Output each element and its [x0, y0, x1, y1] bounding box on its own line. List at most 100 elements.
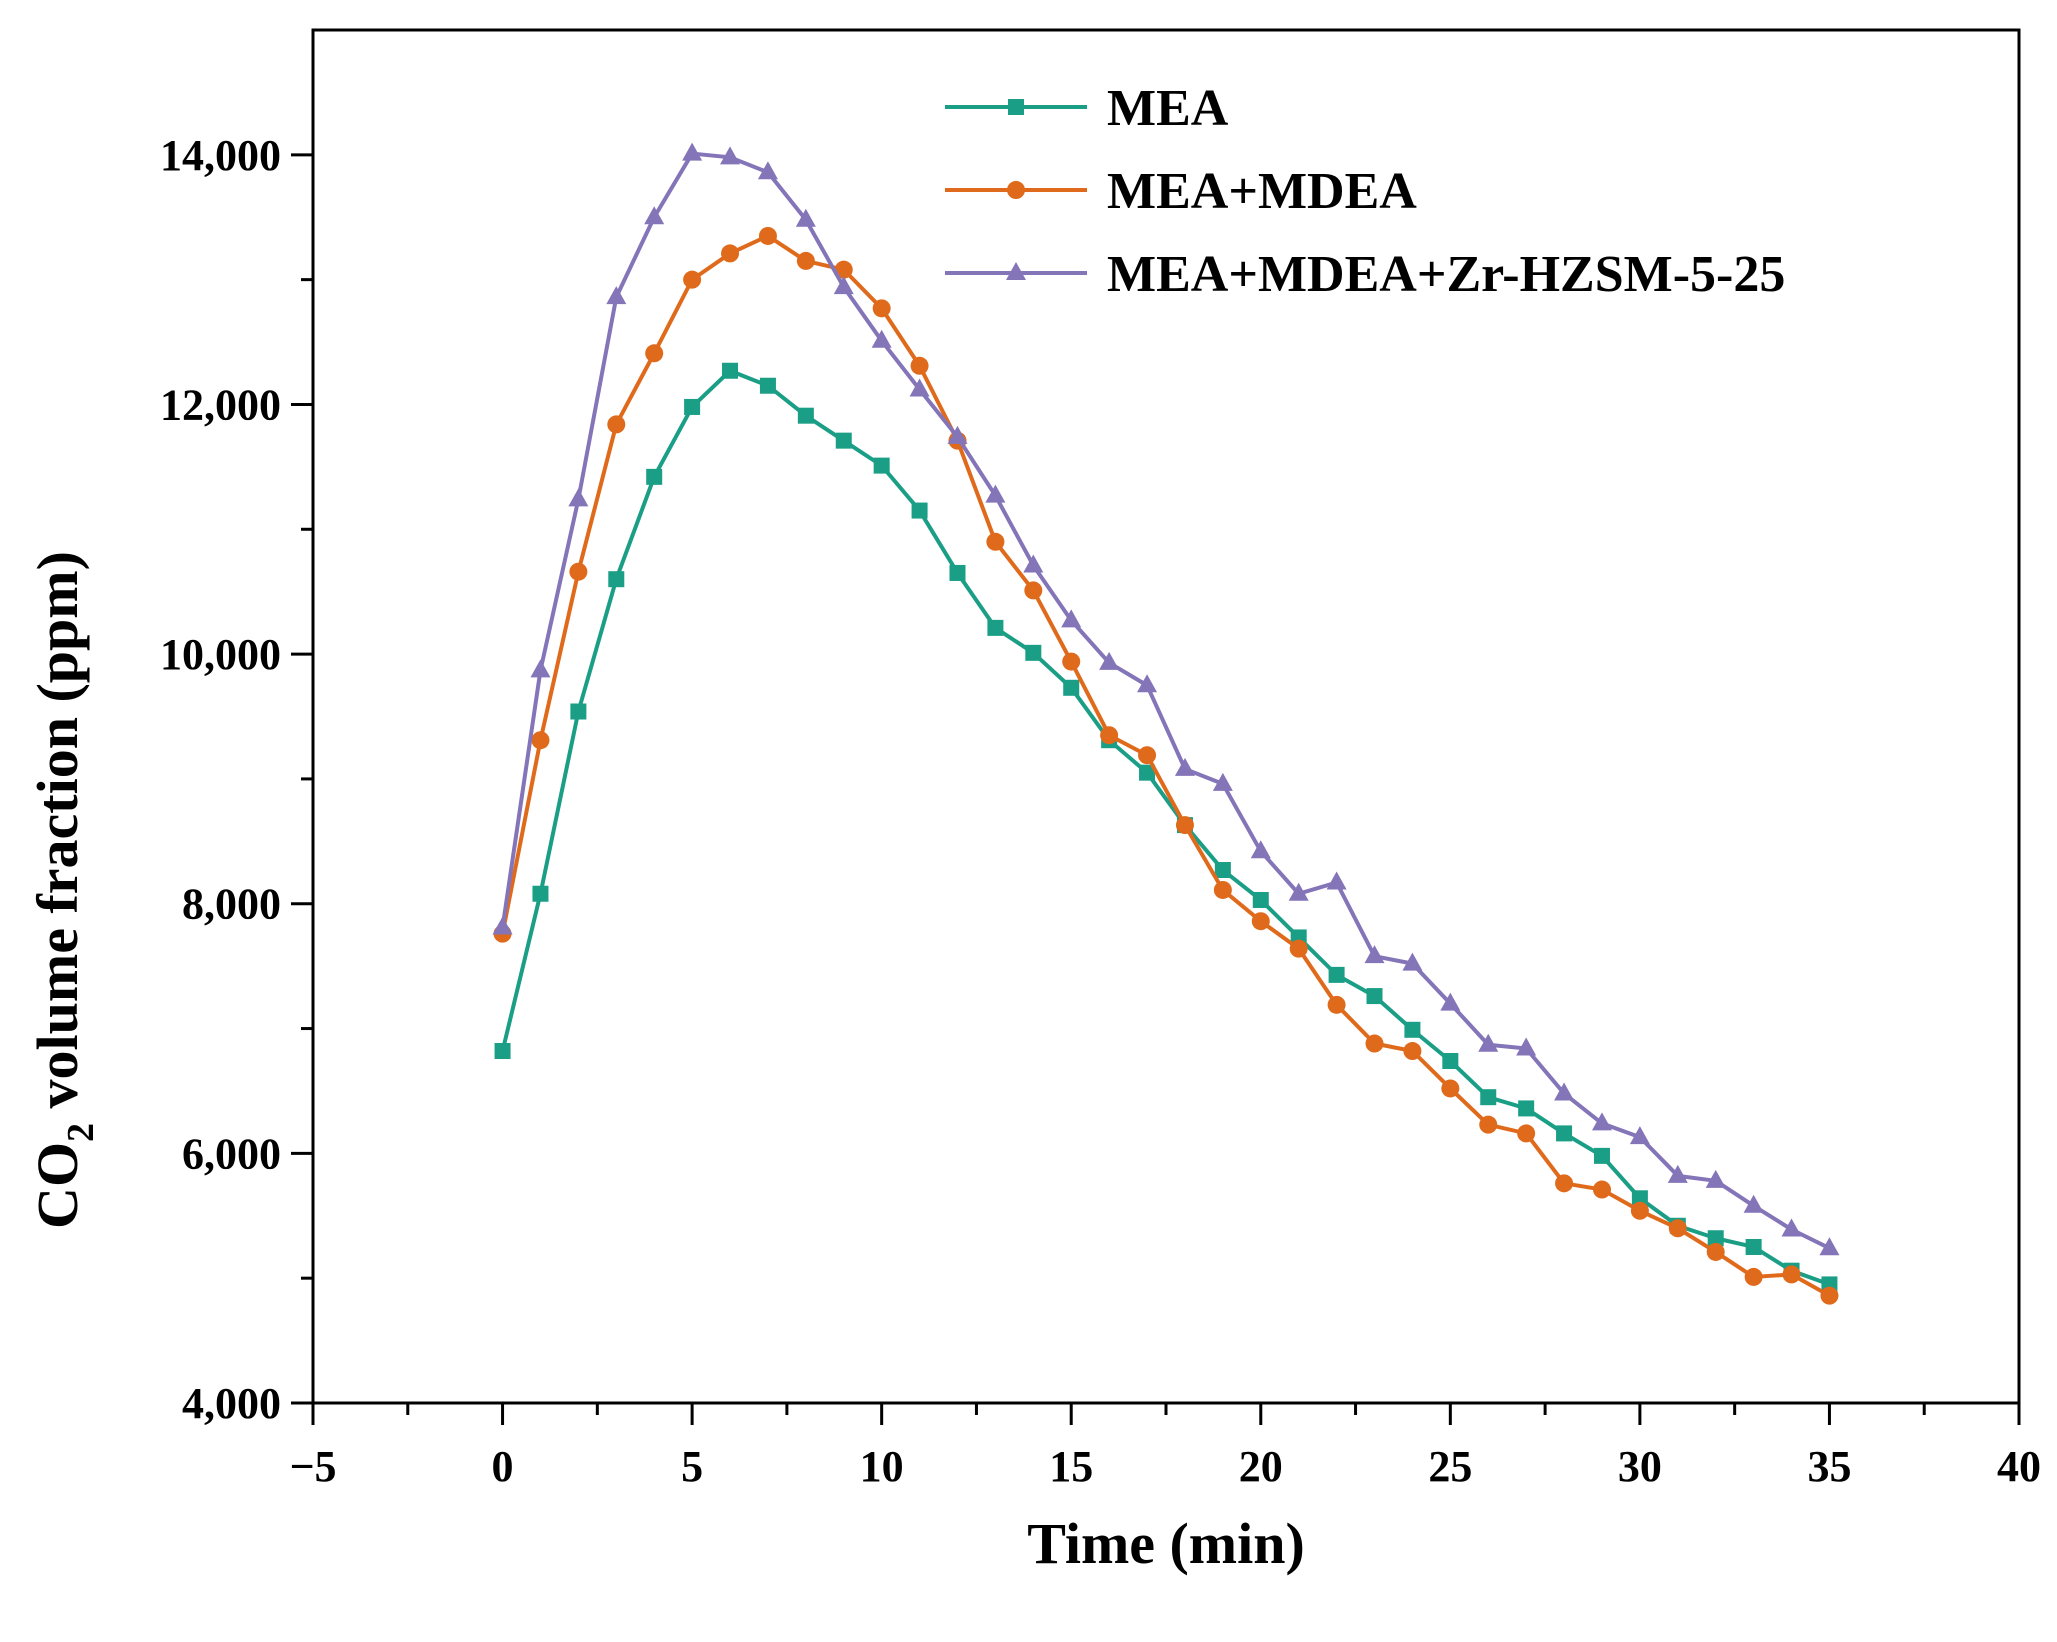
data-point [909, 378, 930, 397]
data-point [1137, 674, 1158, 693]
data-point [1820, 1286, 1839, 1305]
data-point [1591, 1112, 1612, 1131]
data-point [1139, 764, 1156, 781]
legend-entry: MEA [945, 80, 1229, 137]
data-point [531, 731, 550, 750]
data-point [871, 329, 892, 348]
data-point [1745, 1238, 1762, 1255]
series-line [500, 368, 1831, 1287]
data-point [1668, 1219, 1687, 1238]
legend-label: MEA+MDEA+Zr-HZSM-5-25 [1107, 246, 1785, 303]
data-point [1667, 1164, 1688, 1183]
data-point [759, 377, 776, 394]
data-point [1366, 988, 1383, 1005]
data-point [1023, 554, 1044, 573]
data-point [947, 425, 968, 444]
x-tick-label: 25 [1428, 1442, 1472, 1491]
data-point [1479, 1115, 1498, 1134]
data-point [720, 146, 741, 165]
x-tick-label: −5 [289, 1442, 336, 1491]
y-tick-label: 12,000 [160, 380, 281, 429]
data-point [1063, 679, 1080, 696]
data-point [1593, 1147, 1610, 1164]
data-point [1212, 772, 1233, 791]
y-axis-title-rest: volume fraction (ppm) [25, 551, 90, 1123]
data-point [1518, 1100, 1535, 1117]
data-point [1100, 726, 1119, 745]
x-tick-label: 10 [860, 1442, 904, 1491]
data-point [1517, 1124, 1536, 1143]
data-point [722, 362, 739, 379]
data-point [872, 299, 891, 318]
x-tick-label: 35 [1807, 1442, 1851, 1491]
data-point [1365, 1034, 1384, 1053]
data-point [1403, 1042, 1422, 1061]
data-point [910, 356, 929, 375]
data-point [1404, 1021, 1421, 1038]
data-point [1554, 1082, 1575, 1101]
data-point [1478, 1033, 1499, 1052]
legend-marker [1007, 181, 1025, 199]
data-point [1213, 880, 1232, 899]
data-point [1175, 816, 1194, 835]
legend-entry: MEA+MDEA+Zr-HZSM-5-25 [945, 246, 1785, 303]
data-point [1328, 966, 1345, 983]
data-point [644, 206, 665, 225]
data-point [873, 457, 890, 474]
series-line [500, 233, 1831, 1298]
data-point [492, 916, 513, 935]
data-point [1138, 746, 1157, 765]
data-point [721, 244, 740, 263]
x-tick-label: 15 [1049, 1442, 1093, 1491]
data-point [1214, 862, 1231, 879]
data-point [1402, 952, 1423, 971]
data-point [949, 564, 966, 581]
y-tick-label: 14,000 [160, 131, 281, 180]
data-point [797, 407, 814, 424]
data-point [1288, 882, 1309, 901]
data-point [682, 142, 703, 161]
data-point [758, 226, 777, 245]
data-point [568, 488, 589, 507]
series-mea [494, 362, 1838, 1293]
data-point [530, 659, 551, 678]
data-point [570, 703, 587, 720]
data-point [986, 532, 1005, 551]
data-point [757, 161, 778, 180]
data-point [1516, 1037, 1537, 1056]
axes: −5 0 5 10 15 20 25 30 35 40 4,000 6,000 8,000 10,000 1… [160, 28, 2041, 1491]
plot-frame [311, 28, 2021, 1405]
series-mea-mdea [493, 226, 1839, 1305]
data-point [683, 270, 702, 289]
data-point [1062, 652, 1081, 671]
x-tick-label: 30 [1618, 1442, 1662, 1491]
legend: MEA MEA+MDEA MEA+MDEA+Zr-HZSM-5-25 [945, 80, 1785, 303]
data-point [1705, 1169, 1726, 1188]
data-point [1326, 871, 1347, 890]
data-point [1025, 644, 1042, 661]
y-tick-label: 4,000 [182, 1379, 281, 1428]
data-point [1289, 939, 1308, 958]
series-line [500, 151, 1831, 1251]
data-point [1252, 891, 1269, 908]
y-axis-title-subscript: 2 [60, 1123, 102, 1142]
data-point [1592, 1180, 1611, 1199]
data-point [835, 432, 852, 449]
data-point [494, 1043, 511, 1060]
data-point [608, 571, 625, 588]
data-point [1250, 840, 1271, 859]
data-point [684, 398, 701, 415]
data-point [1631, 1190, 1648, 1207]
data-point [1781, 1218, 1802, 1237]
data-point [985, 484, 1006, 503]
data-point [1782, 1265, 1801, 1284]
data-point [987, 619, 1004, 636]
data-point [1629, 1126, 1650, 1145]
data-point [911, 502, 928, 519]
data-point [1706, 1242, 1725, 1261]
data-point [569, 562, 588, 581]
data-point [796, 251, 815, 270]
data-point [1061, 609, 1082, 628]
x-axis-title: Time (min) [1027, 1511, 1305, 1576]
